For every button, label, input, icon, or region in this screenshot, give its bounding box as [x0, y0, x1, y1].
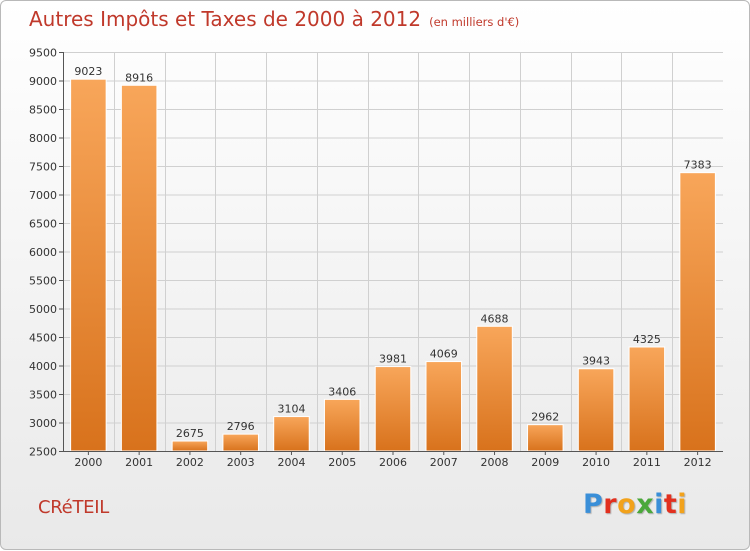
data-label: 8916: [125, 71, 153, 84]
data-label: 2796: [227, 420, 255, 433]
x-tick-label: 2010: [582, 456, 610, 469]
x-tick-label: 2005: [328, 456, 356, 469]
y-tick-label: 8000: [29, 132, 57, 145]
data-label: 3104: [277, 403, 305, 416]
data-label: 4325: [633, 333, 661, 346]
data-label: 3943: [582, 355, 610, 368]
bar-2000: [70, 78, 107, 452]
bar-2003: [222, 433, 259, 452]
bar-2009: [527, 424, 564, 452]
data-label: 4688: [481, 312, 509, 325]
bar-2004: [273, 416, 310, 452]
data-label: 4069: [430, 348, 458, 361]
data-label: 7383: [684, 159, 712, 172]
chart-title: Autres Impôts et Taxes de 2000 à 2012: [29, 7, 422, 31]
bar-2007: [425, 361, 463, 452]
x-tick-label: 2000: [74, 456, 102, 469]
bar-2010: [577, 368, 615, 452]
brand-letter: i: [677, 489, 688, 520]
y-tick-label: 7000: [29, 189, 57, 202]
x-tick-label: 2004: [277, 456, 305, 469]
y-tick-label: 2500: [29, 446, 57, 459]
y-tick-label: 9000: [29, 75, 57, 88]
x-tick-label: 2003: [227, 456, 255, 469]
y-tick-label: 3500: [29, 389, 57, 402]
x-tick-label: 2002: [176, 456, 204, 469]
y-tick-label: 4500: [29, 332, 57, 345]
y-tick-label: 8500: [29, 104, 57, 117]
x-tick-label: 2011: [633, 456, 661, 469]
brand-letter: o: [617, 489, 637, 520]
commune-name: CRéTEIL: [38, 497, 109, 518]
data-label: 2962: [531, 411, 559, 424]
y-tick-label: 9500: [29, 47, 57, 60]
bar-2006: [374, 366, 412, 452]
y-tick-label: 3000: [29, 417, 57, 430]
chart-subtitle: (en milliers d'€): [429, 15, 520, 29]
y-tick-label: 6500: [29, 218, 57, 231]
y-tick-label: 5000: [29, 303, 57, 316]
x-tick-label: 2001: [125, 456, 153, 469]
brand-letter: P: [583, 489, 604, 520]
data-label: 3406: [328, 385, 356, 398]
x-tick-label: 2008: [481, 456, 509, 469]
x-tick-label: 2012: [684, 456, 712, 469]
y-tick-label: 5500: [29, 275, 57, 288]
x-tick-label: 2006: [379, 456, 407, 469]
y-tick-label: 7500: [29, 161, 57, 174]
bar-2011: [628, 346, 666, 452]
axes: 2500 3000 3500 4000 4500 5000 5500 6000 6500 7000…: [29, 47, 723, 469]
data-label: 9023: [74, 65, 102, 78]
bar-2001: [120, 84, 158, 452]
bar-2005: [323, 398, 361, 452]
data-label: 3981: [379, 353, 407, 366]
data-label: 2675: [176, 427, 204, 440]
bar-2008: [476, 325, 513, 452]
brand-letter: x: [636, 489, 655, 520]
y-tick-label: 4000: [29, 360, 57, 373]
bars: [70, 78, 716, 452]
bar-2002: [171, 440, 209, 452]
title-row: Autres Impôts et Taxes de 2000 à 2012 (en…: [29, 7, 519, 31]
y-tick-label: 6000: [29, 246, 57, 259]
brand-letter: r: [603, 489, 618, 520]
proxiti-logo: Proxiti: [583, 489, 687, 520]
brand-letter: i: [654, 489, 664, 520]
brand-letter: t: [663, 489, 678, 520]
x-tick-label: 2007: [430, 456, 458, 469]
data-labels: 9023 8916 2675 2796 3104 3406 3981 4069 4688 2962…: [74, 65, 711, 440]
x-tick-label: 2009: [531, 456, 559, 469]
bar-2012: [679, 172, 716, 452]
